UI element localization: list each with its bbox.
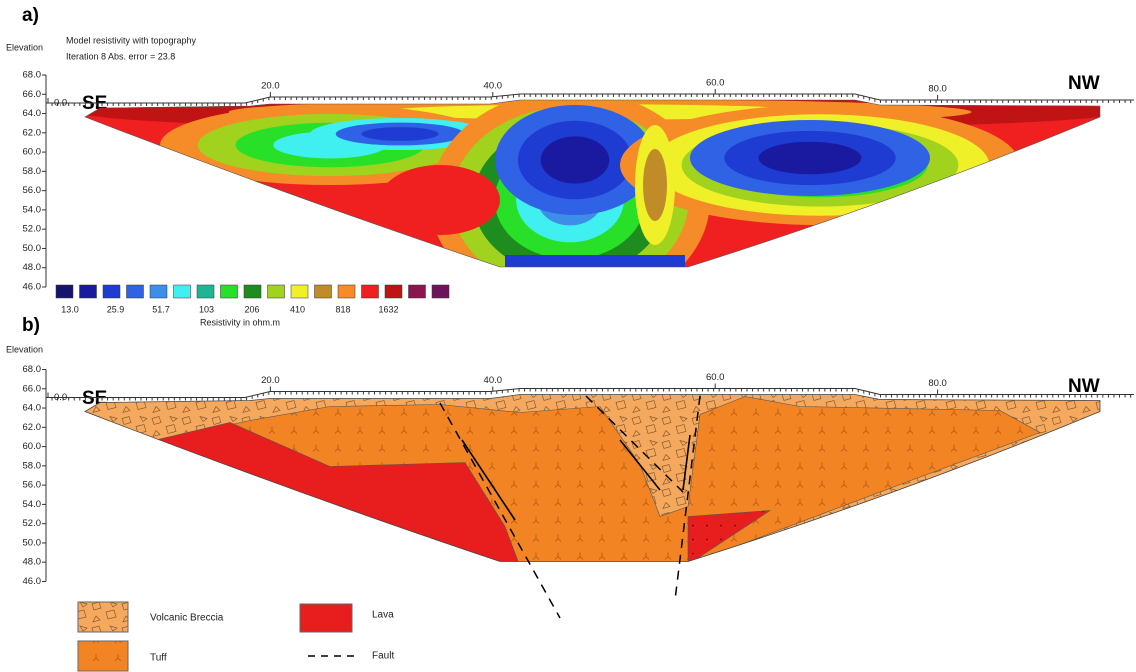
y-tick-label: 52.0 bbox=[23, 224, 42, 235]
legend-swatch bbox=[126, 284, 144, 299]
legend-swatch bbox=[337, 284, 356, 299]
resistivity-section bbox=[85, 100, 1100, 267]
legend-label: 103 bbox=[199, 304, 214, 314]
x-tick-label: 0.0 bbox=[54, 98, 67, 109]
legend-label: Tuff bbox=[150, 653, 167, 664]
y-tick-label: 58.0 bbox=[23, 460, 42, 471]
panel-label: a) bbox=[22, 5, 39, 26]
side-label: NW bbox=[1068, 376, 1100, 397]
legend-label: Lava bbox=[372, 610, 394, 621]
title: Model resistivity with topography bbox=[66, 35, 197, 45]
y-tick-label: 50.0 bbox=[23, 537, 42, 548]
legend-swatch bbox=[384, 284, 403, 299]
legend-swatch bbox=[408, 284, 426, 299]
legend-swatch bbox=[196, 284, 215, 299]
y-tick-label: 58.0 bbox=[23, 166, 42, 177]
x-tick-label: 80.0 bbox=[928, 84, 947, 95]
legend-label: 13.0 bbox=[61, 304, 79, 314]
legend-swatch bbox=[102, 284, 121, 299]
topography-axis bbox=[46, 93, 1134, 104]
side-label: NW bbox=[1068, 73, 1100, 94]
y-tick-label: 64.0 bbox=[23, 108, 42, 119]
x-tick-label: 60.0 bbox=[706, 372, 725, 383]
y-tick-label: 66.0 bbox=[23, 89, 42, 100]
legend-swatch bbox=[431, 284, 450, 299]
x-tick-label: 20.0 bbox=[261, 375, 280, 386]
geology-section bbox=[84, 394, 1101, 562]
legend-swatch bbox=[55, 284, 74, 299]
resistivity-zone bbox=[540, 136, 610, 184]
y-tick-label: 60.0 bbox=[23, 441, 42, 452]
legend-swatch bbox=[77, 640, 129, 672]
legend-label: 51.7 bbox=[152, 304, 170, 314]
legend-swatch bbox=[149, 284, 168, 299]
x-tick-label: 60.0 bbox=[706, 78, 725, 89]
y-tick-label: 48.0 bbox=[23, 262, 42, 273]
x-tick-label: 40.0 bbox=[484, 81, 503, 92]
topography-axis bbox=[46, 388, 1134, 398]
y-tick-label: 48.0 bbox=[23, 557, 42, 568]
resistivity-zone bbox=[643, 149, 667, 221]
y-tick-label: 62.0 bbox=[23, 422, 42, 433]
faults bbox=[439, 395, 701, 619]
legend-label: 818 bbox=[335, 304, 350, 314]
y-tick-label: 56.0 bbox=[23, 480, 42, 491]
y-tick-label: 46.0 bbox=[23, 282, 42, 293]
y-tick-label: 54.0 bbox=[23, 499, 42, 510]
panel-label: b) bbox=[22, 315, 40, 336]
y-tick-label: 54.0 bbox=[23, 204, 42, 215]
fault-slips bbox=[461, 434, 691, 521]
y-tick-label: 50.0 bbox=[23, 243, 42, 254]
axis-title: Elevation bbox=[6, 344, 43, 354]
lava bbox=[687, 510, 772, 562]
resistivity-zone bbox=[404, 179, 476, 221]
legend-swatch bbox=[77, 601, 129, 633]
legend-label: Volcanic Breccia bbox=[150, 613, 224, 624]
resistivity-zone bbox=[758, 141, 862, 175]
legend-label: 206 bbox=[244, 304, 259, 314]
y-tick-label: 46.0 bbox=[23, 576, 42, 587]
legend-swatch bbox=[290, 284, 309, 299]
axis-title: Elevation bbox=[6, 42, 43, 52]
y-tick-label: 68.0 bbox=[23, 70, 42, 81]
legend-label: 25.9 bbox=[107, 304, 125, 314]
legend-swatch bbox=[267, 284, 285, 299]
legend-swatch bbox=[243, 284, 262, 299]
legend-swatch bbox=[220, 284, 238, 299]
legend-label: 1632 bbox=[378, 304, 398, 314]
resistivity-zone bbox=[361, 127, 439, 141]
section-outline bbox=[84, 394, 1101, 562]
legend-swatch bbox=[299, 603, 353, 633]
y-tick-label: 52.0 bbox=[23, 518, 42, 529]
y-tick-label: 62.0 bbox=[23, 127, 42, 138]
y-tick-label: 64.0 bbox=[23, 403, 42, 414]
x-tick-label: 40.0 bbox=[484, 375, 503, 386]
legend-swatch bbox=[314, 284, 332, 299]
legend-swatch bbox=[173, 284, 191, 299]
resistivity-zone bbox=[505, 255, 685, 267]
y-tick-label: 68.0 bbox=[23, 364, 42, 375]
x-tick-label: 80.0 bbox=[928, 378, 947, 389]
subtitle: Iteration 8 Abs. error = 23.8 bbox=[66, 51, 175, 61]
legend-title: Resistivity in ohm.m bbox=[200, 317, 280, 327]
x-tick-label: 0.0 bbox=[54, 392, 67, 403]
legend-swatch bbox=[79, 284, 97, 299]
legend-label: 410 bbox=[290, 304, 305, 314]
y-tick-label: 56.0 bbox=[23, 185, 42, 196]
legend-swatch bbox=[361, 284, 379, 299]
legend-label: Fault bbox=[372, 651, 394, 662]
x-tick-label: 20.0 bbox=[261, 81, 280, 92]
y-tick-label: 66.0 bbox=[23, 383, 42, 394]
y-tick-label: 60.0 bbox=[23, 147, 42, 158]
